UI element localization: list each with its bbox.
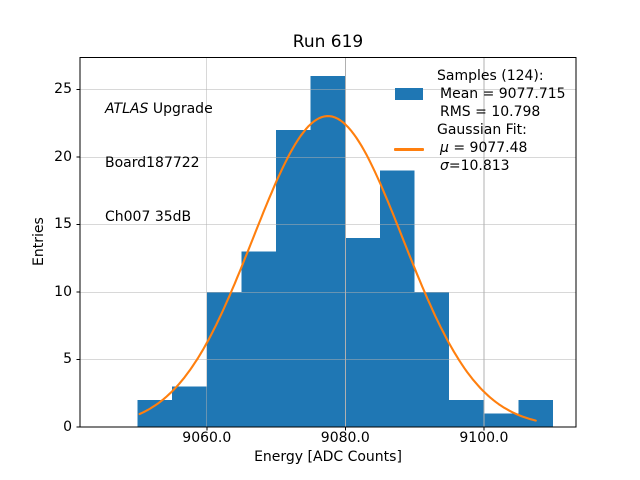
annotation-block: ATLAS Upgrade Board187722 Ch007 35dB: [105, 64, 213, 262]
x-tick-label: 9080.0: [320, 430, 370, 446]
y-tick-label: 5: [63, 351, 72, 368]
gridlines: [80, 57, 576, 428]
legend-mu-label: μ = 9077.48: [440, 140, 528, 156]
annotation-line-board: Board187722: [105, 155, 200, 171]
histogram-bar: [241, 251, 277, 428]
tick-marks: [76, 89, 485, 431]
histogram-bar: [172, 386, 207, 428]
experiment-name: ATLAS: [105, 101, 149, 117]
annotation-line-channel: Ch007 35dB: [105, 209, 192, 225]
annotation-line-experiment: ATLAS Upgrade: [105, 101, 213, 117]
histogram-bar: [310, 76, 346, 428]
legend-fit-line-swatch: [394, 148, 424, 151]
histogram-bar: [449, 400, 484, 428]
legend-samples-header: Samples (124):: [437, 68, 544, 84]
y-tick-label: 0: [63, 418, 72, 435]
histogram-bar: [518, 400, 554, 428]
x-tick-label: 9100.0: [459, 430, 509, 446]
y-tick-label: 10: [54, 283, 72, 300]
histogram-bar: [276, 130, 311, 428]
legend-sigma-label: σ=10.813: [440, 158, 510, 174]
y-tick-label: 15: [54, 216, 72, 233]
legend-fit-header: Gaussian Fit:: [437, 122, 527, 138]
histogram-bar: [379, 170, 415, 428]
y-tick-label: 20: [54, 148, 72, 165]
x-axis-label: Energy [ADC Counts]: [254, 449, 402, 465]
y-tick-label: 25: [54, 81, 72, 98]
chart-title: Run 619: [292, 32, 364, 52]
histogram-bar: [483, 413, 519, 428]
legend-rms-label: RMS = 10.798: [440, 104, 541, 120]
histogram-bar: [345, 238, 380, 428]
axes-frame: [79, 57, 577, 428]
x-tick-label: 9060.0: [182, 430, 232, 446]
gaussian-fit-curve: [138, 115, 537, 422]
legend-histogram-swatch: [395, 88, 423, 100]
legend-mean-label: Mean = 9077.715: [440, 86, 566, 102]
